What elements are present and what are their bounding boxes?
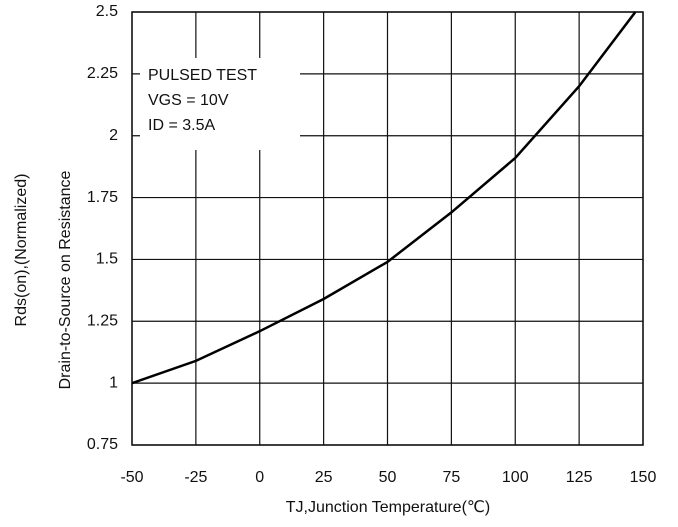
x-tick-label: 50 (379, 469, 397, 486)
y-tick-label: 1.25 (87, 313, 118, 330)
y-axis-label: Drain-to-Source on Resistance (57, 171, 74, 390)
x-tick-label: 150 (630, 469, 657, 486)
x-tick-label: 75 (442, 469, 460, 486)
x-tick-label: -25 (184, 469, 207, 486)
plot-frame (131, 11, 644, 446)
y-tick-label: 1.75 (87, 189, 118, 206)
y-tick-label: 2.25 (87, 65, 118, 82)
y-tick-label: 1.5 (96, 251, 118, 268)
x-axis-label: TJ,Junction Temperature(℃) (286, 499, 490, 516)
y-tick-label: 2.5 (96, 3, 118, 20)
x-tick-label: 100 (502, 469, 529, 486)
y-tick-label: 0.75 (87, 436, 118, 453)
annotation: VGS = 10V (148, 92, 229, 109)
x-tick-label: -50 (120, 469, 143, 486)
y-tick-label: 2 (109, 127, 118, 144)
x-tick-label: 0 (255, 469, 264, 486)
x-tick-label: 25 (315, 469, 333, 486)
y-axis-label: Rds(on),(Normalized) (13, 174, 30, 327)
annotation: PULSED TEST (148, 67, 257, 84)
x-tick-label: 125 (566, 469, 593, 486)
data-line (131, 11, 637, 385)
y-tick-label: 1 (109, 374, 118, 391)
annotation-box (140, 58, 300, 150)
annotation: ID = 3.5A (148, 117, 215, 134)
